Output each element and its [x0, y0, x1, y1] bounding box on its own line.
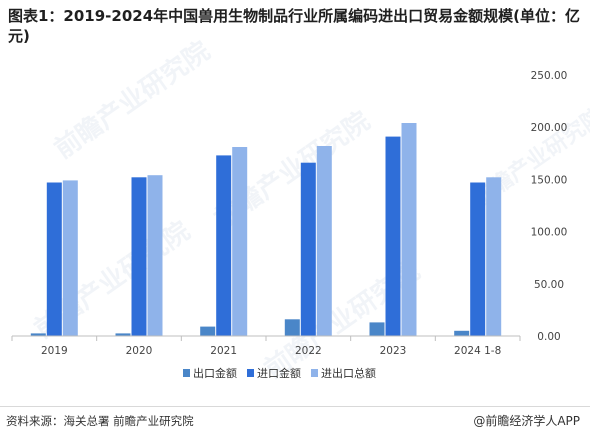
y-tick-label: 200.00	[531, 122, 568, 134]
legend: 出口金额 进口金额 进出口总额	[183, 366, 376, 380]
bar-export	[200, 326, 216, 336]
bar-total	[232, 147, 248, 336]
x-tick-label: 2023	[380, 345, 407, 357]
footer: 资料来源：海关总署 前瞻产业研究院 @前瞻经济学人APP	[0, 406, 590, 433]
bar-total	[486, 177, 502, 336]
bar-import	[385, 136, 401, 336]
bar-import	[300, 162, 316, 336]
bar-total	[316, 146, 332, 336]
brand-label: @前瞻经济学人APP	[473, 414, 580, 428]
bar-import	[131, 177, 147, 336]
x-tick-label: 2020	[126, 345, 153, 357]
y-tick-label: 50.00	[534, 279, 564, 291]
bar-import	[46, 182, 62, 336]
x-tick-label: 2024 1-8	[454, 345, 501, 357]
legend-swatch	[311, 369, 318, 377]
legend-label: 进出口总额	[321, 366, 376, 380]
bar-chart: 2019 2020 2021 2022 2023 2024 1-8 0.00 50.00 10…	[11, 70, 568, 380]
x-tick-label: 2021	[210, 345, 237, 357]
bars-group	[30, 123, 502, 336]
y-tick-labels: 0.00 50.00 100.00 150.00 200.00 250.00	[531, 70, 568, 343]
y-tick-label: 250.00	[531, 70, 568, 82]
legend-label: 出口金额	[193, 366, 237, 380]
y-tick-label: 100.00	[531, 227, 568, 239]
x-tick-marks	[11, 336, 521, 341]
bar-export	[454, 330, 470, 336]
legend-swatch	[247, 369, 254, 377]
bar-export	[369, 322, 385, 336]
x-tick-labels: 2019 2020 2021 2022 2023 2024 1-8	[41, 345, 501, 357]
bar-export	[115, 333, 131, 336]
y-tick-label: 0.00	[537, 331, 560, 343]
legend-label: 进口金额	[257, 366, 301, 380]
y-tick-label: 150.00	[531, 174, 568, 186]
bar-export	[30, 333, 46, 336]
bar-total	[401, 123, 417, 336]
bar-export	[284, 319, 300, 336]
source-note: 资料来源：海关总署 前瞻产业研究院	[6, 414, 194, 428]
legend-swatch	[183, 369, 190, 377]
bar-import	[470, 182, 486, 336]
chart-title: 图表1：2019-2024年中国兽用生物制品行业所属编码进出口贸易金额规模(单位…	[8, 7, 581, 45]
bar-import	[216, 155, 232, 336]
x-tick-label: 2022	[295, 345, 322, 357]
x-tick-label: 2019	[41, 345, 68, 357]
bar-total	[147, 175, 163, 336]
bar-total	[62, 180, 78, 336]
